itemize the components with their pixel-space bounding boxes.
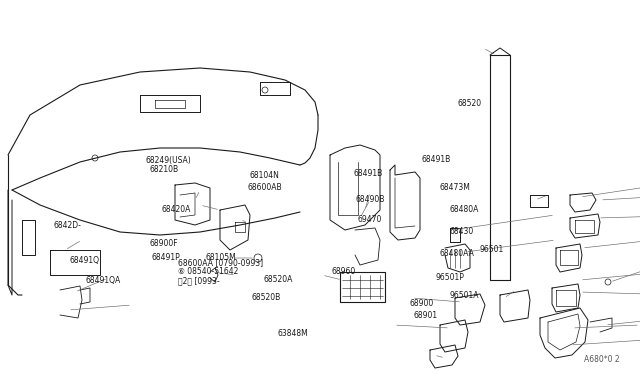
Text: 68900F: 68900F [149,238,178,247]
Text: 68210B: 68210B [149,166,178,174]
Text: 96501A: 96501A [450,292,479,301]
Text: 69470: 69470 [357,215,381,224]
Text: 68520B: 68520B [252,292,281,301]
Text: 68520: 68520 [457,99,481,108]
Text: 96501P: 96501P [436,273,465,282]
Text: 68600AB: 68600AB [247,183,282,192]
Text: 68105M: 68105M [206,253,237,262]
Text: 68960: 68960 [331,267,355,276]
Text: 6842D-: 6842D- [53,221,81,230]
Text: 68600AA [0790-0993]: 68600AA [0790-0993] [178,259,263,267]
Text: 68420A: 68420A [161,205,190,215]
Text: 68480A: 68480A [450,205,479,215]
Text: 63848M: 63848M [278,330,308,339]
Text: 68491Q: 68491Q [69,256,99,264]
Text: A680*0 2: A680*0 2 [584,356,620,365]
Text: 68430: 68430 [450,228,474,237]
Text: 68520A: 68520A [264,276,293,285]
Text: 〈2〉 [0993-: 〈2〉 [0993- [178,276,220,285]
Text: 96501: 96501 [480,244,504,253]
Text: 68491B: 68491B [353,169,382,177]
Text: 68104N: 68104N [249,170,279,180]
Text: 68480AA: 68480AA [440,248,475,257]
Text: 68490B: 68490B [355,196,385,205]
Text: 68900: 68900 [410,298,435,308]
Text: 68491QA: 68491QA [86,276,121,285]
Text: 68473M: 68473M [440,183,471,192]
Text: 68491B: 68491B [422,155,451,164]
Text: 68901: 68901 [413,311,437,320]
Text: 68491P: 68491P [151,253,180,263]
Text: 68249(USA): 68249(USA) [146,155,192,164]
Text: ⑥ 08540-51642: ⑥ 08540-51642 [178,267,238,276]
